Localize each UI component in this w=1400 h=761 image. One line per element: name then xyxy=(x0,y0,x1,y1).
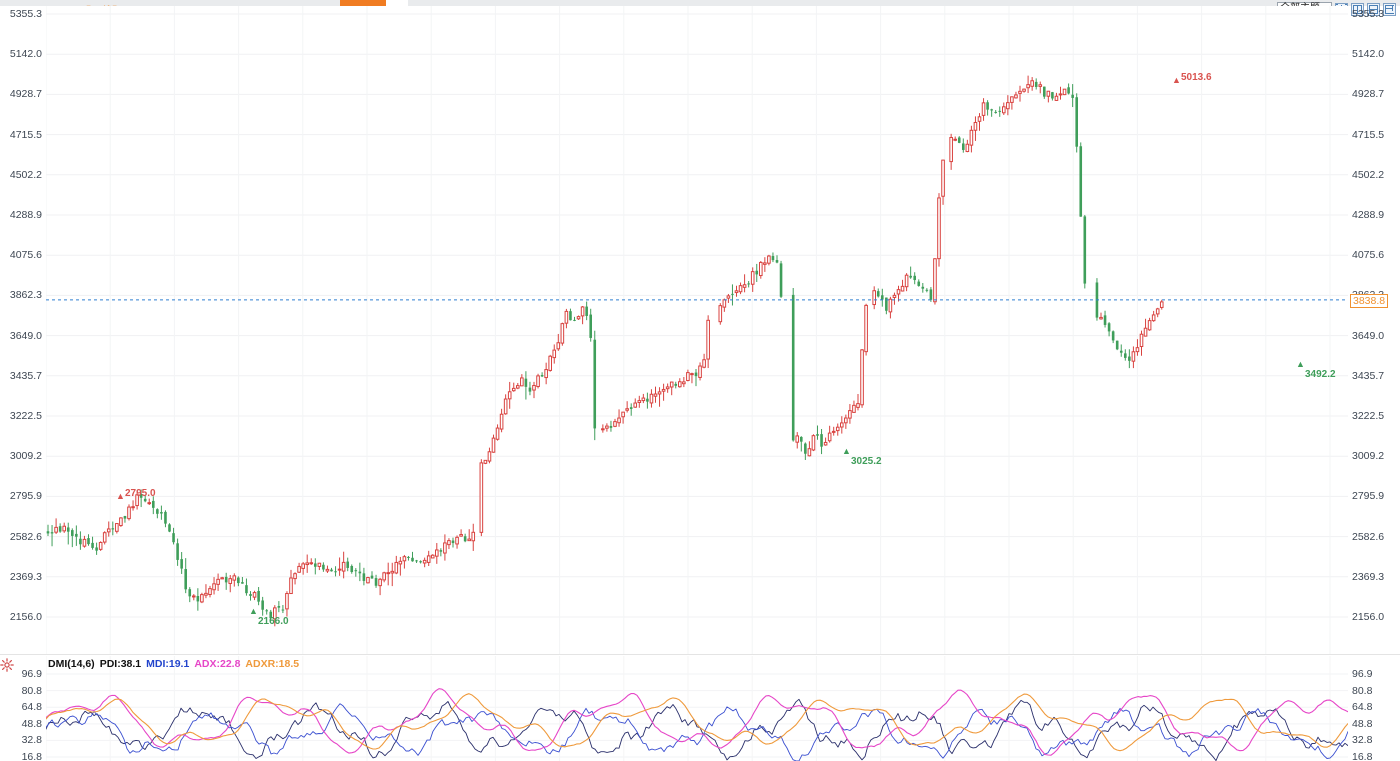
price-axis-tick-right: 4075.6 xyxy=(1352,249,1385,262)
dmi-axis-tick-left: 48.8 xyxy=(21,717,42,730)
swing-low-label: 3025.2 xyxy=(851,456,882,467)
swing-low-marker-icon: ▲ xyxy=(249,606,258,616)
dmi-legend-item: ADXR:18.5 xyxy=(245,658,300,670)
candlestick-canvas xyxy=(46,6,1348,654)
pdi-line xyxy=(46,698,1348,761)
adxr-line xyxy=(46,693,1348,752)
price-axis-tick-left: 2795.9 xyxy=(9,490,42,503)
dmi-indicator-name[interactable]: DMI(14,6) xyxy=(48,658,95,670)
dmi-legend-item: PDI:38.1 xyxy=(99,658,142,670)
dmi-axis-tick-left: 16.8 xyxy=(21,751,42,761)
price-axis-tick-right: 3435.7 xyxy=(1352,369,1385,382)
price-axis-tick-left: 3435.7 xyxy=(9,369,42,382)
swing-high-label: 2795.0 xyxy=(125,488,156,499)
layout-split-horizontal-icon[interactable] xyxy=(1367,2,1380,16)
dmi-axis-tick-left: 80.8 xyxy=(21,684,42,697)
dmi-axis-tick-right: 32.8 xyxy=(1352,734,1373,747)
dmi-legend-item: MDI:19.1 xyxy=(146,658,190,670)
price-axis-tick-right: 3009.2 xyxy=(1352,450,1385,463)
adx-line xyxy=(46,688,1348,756)
price-axis-tick-left: 5355.3 xyxy=(9,8,42,20)
price-axis-tick-right: 2582.6 xyxy=(1352,530,1385,543)
price-axis-tick-right: 5355.3 xyxy=(1352,8,1385,20)
swing-low-label: 2166.0 xyxy=(258,616,289,627)
pane-divider xyxy=(0,654,1400,655)
dmi-axis-tick-right: 48.8 xyxy=(1352,717,1373,730)
price-axis-tick-left: 4715.5 xyxy=(9,128,42,141)
price-axis-tick-right: 4288.9 xyxy=(1352,208,1385,221)
price-axis-tick-left: 4928.7 xyxy=(9,88,42,101)
price-axis-tick-left: 3862.3 xyxy=(9,289,42,302)
price-axis-tick-right: 4715.5 xyxy=(1352,128,1385,141)
swing-low-marker-icon: ▲ xyxy=(1296,359,1305,369)
swing-low-marker-icon: ▲ xyxy=(842,446,851,456)
dmi-axis-tick-right: 16.8 xyxy=(1352,751,1373,761)
dmi-canvas xyxy=(46,656,1348,761)
dmi-axis-tick-left: 32.8 xyxy=(21,734,42,747)
price-axis-tick-left: 4502.2 xyxy=(9,168,42,181)
price-axis-tick-left: 5142.0 xyxy=(9,48,42,61)
dmi-legend-item: ADX:22.8 xyxy=(194,658,241,670)
price-axis-tick-right: 3649.0 xyxy=(1352,329,1385,342)
dmi-axis-tick-left: 64.8 xyxy=(21,701,42,714)
layout-split-vertical-icon[interactable] xyxy=(1351,2,1364,16)
swing-high-label: 5013.6 xyxy=(1181,72,1212,83)
dmi-legend: DMI(14,6) PDI:38.1 MDI:19.1 ADX:22.8 ADXR:18… xyxy=(48,658,304,670)
dmi-axis-tick-right: 80.8 xyxy=(1352,684,1373,697)
swing-high-marker-icon: ▲ xyxy=(116,491,125,501)
swing-high-marker-icon: ▲ xyxy=(1172,75,1181,85)
mdi-line xyxy=(46,703,1348,761)
price-axis-tick-right: 2369.3 xyxy=(1352,570,1385,583)
price-axis-tick-left: 3009.2 xyxy=(9,450,42,463)
price-axis-tick-right: 2795.9 xyxy=(1352,490,1385,503)
dmi-axis-tick-right: 96.9 xyxy=(1352,668,1373,680)
price-axis-tick-right: 4502.2 xyxy=(1352,168,1385,181)
dmi-axis-tick-right: 64.8 xyxy=(1352,701,1373,714)
price-axis-tick-left: 3222.5 xyxy=(9,409,42,422)
dmi-gridlines xyxy=(46,656,1348,761)
dmi-line-series xyxy=(46,688,1348,761)
layout-expand-icon[interactable] xyxy=(1383,2,1396,16)
swing-low-label: 3492.2 xyxy=(1305,369,1336,380)
price-axis-tick-left: 4288.9 xyxy=(9,208,42,221)
price-axis-tick-right: 2156.0 xyxy=(1352,611,1385,623)
scrollbar-thumb[interactable] xyxy=(340,0,387,6)
dmi-indicator-pane[interactable] xyxy=(46,656,1348,761)
price-gridlines xyxy=(46,6,1348,654)
candle-series xyxy=(46,75,1164,627)
dmi-axis-tick-left: 96.9 xyxy=(21,668,42,680)
horizontal-scrollbar[interactable] xyxy=(0,0,1400,6)
price-axis-tick-left: 2582.6 xyxy=(9,530,42,543)
price-axis-tick-right: 3222.5 xyxy=(1352,409,1385,422)
current-price-tag[interactable]: 3838.8 xyxy=(1350,293,1389,308)
price-axis-tick-left: 2156.0 xyxy=(9,611,42,623)
price-axis-tick-left: 2369.3 xyxy=(9,570,42,583)
settings-icon[interactable] xyxy=(0,658,14,672)
price-axis-tick-left: 4075.6 xyxy=(9,249,42,262)
price-axis-tick-right: 4928.7 xyxy=(1352,88,1385,101)
price-axis-tick-right: 5142.0 xyxy=(1352,48,1385,61)
price-axis-tick-left: 3649.0 xyxy=(9,329,42,342)
price-chart-pane[interactable] xyxy=(46,6,1348,654)
